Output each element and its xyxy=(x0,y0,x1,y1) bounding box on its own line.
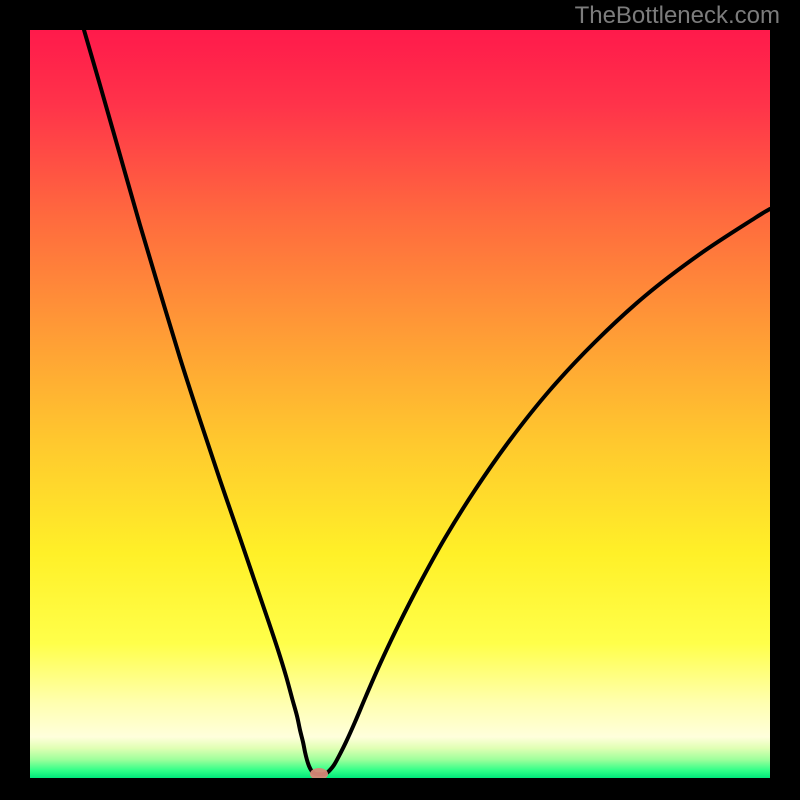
watermark-text: TheBottleneck.com xyxy=(575,2,780,30)
chart-plot-area xyxy=(30,30,770,778)
gradient-background xyxy=(30,30,770,778)
chart-svg xyxy=(30,30,770,778)
